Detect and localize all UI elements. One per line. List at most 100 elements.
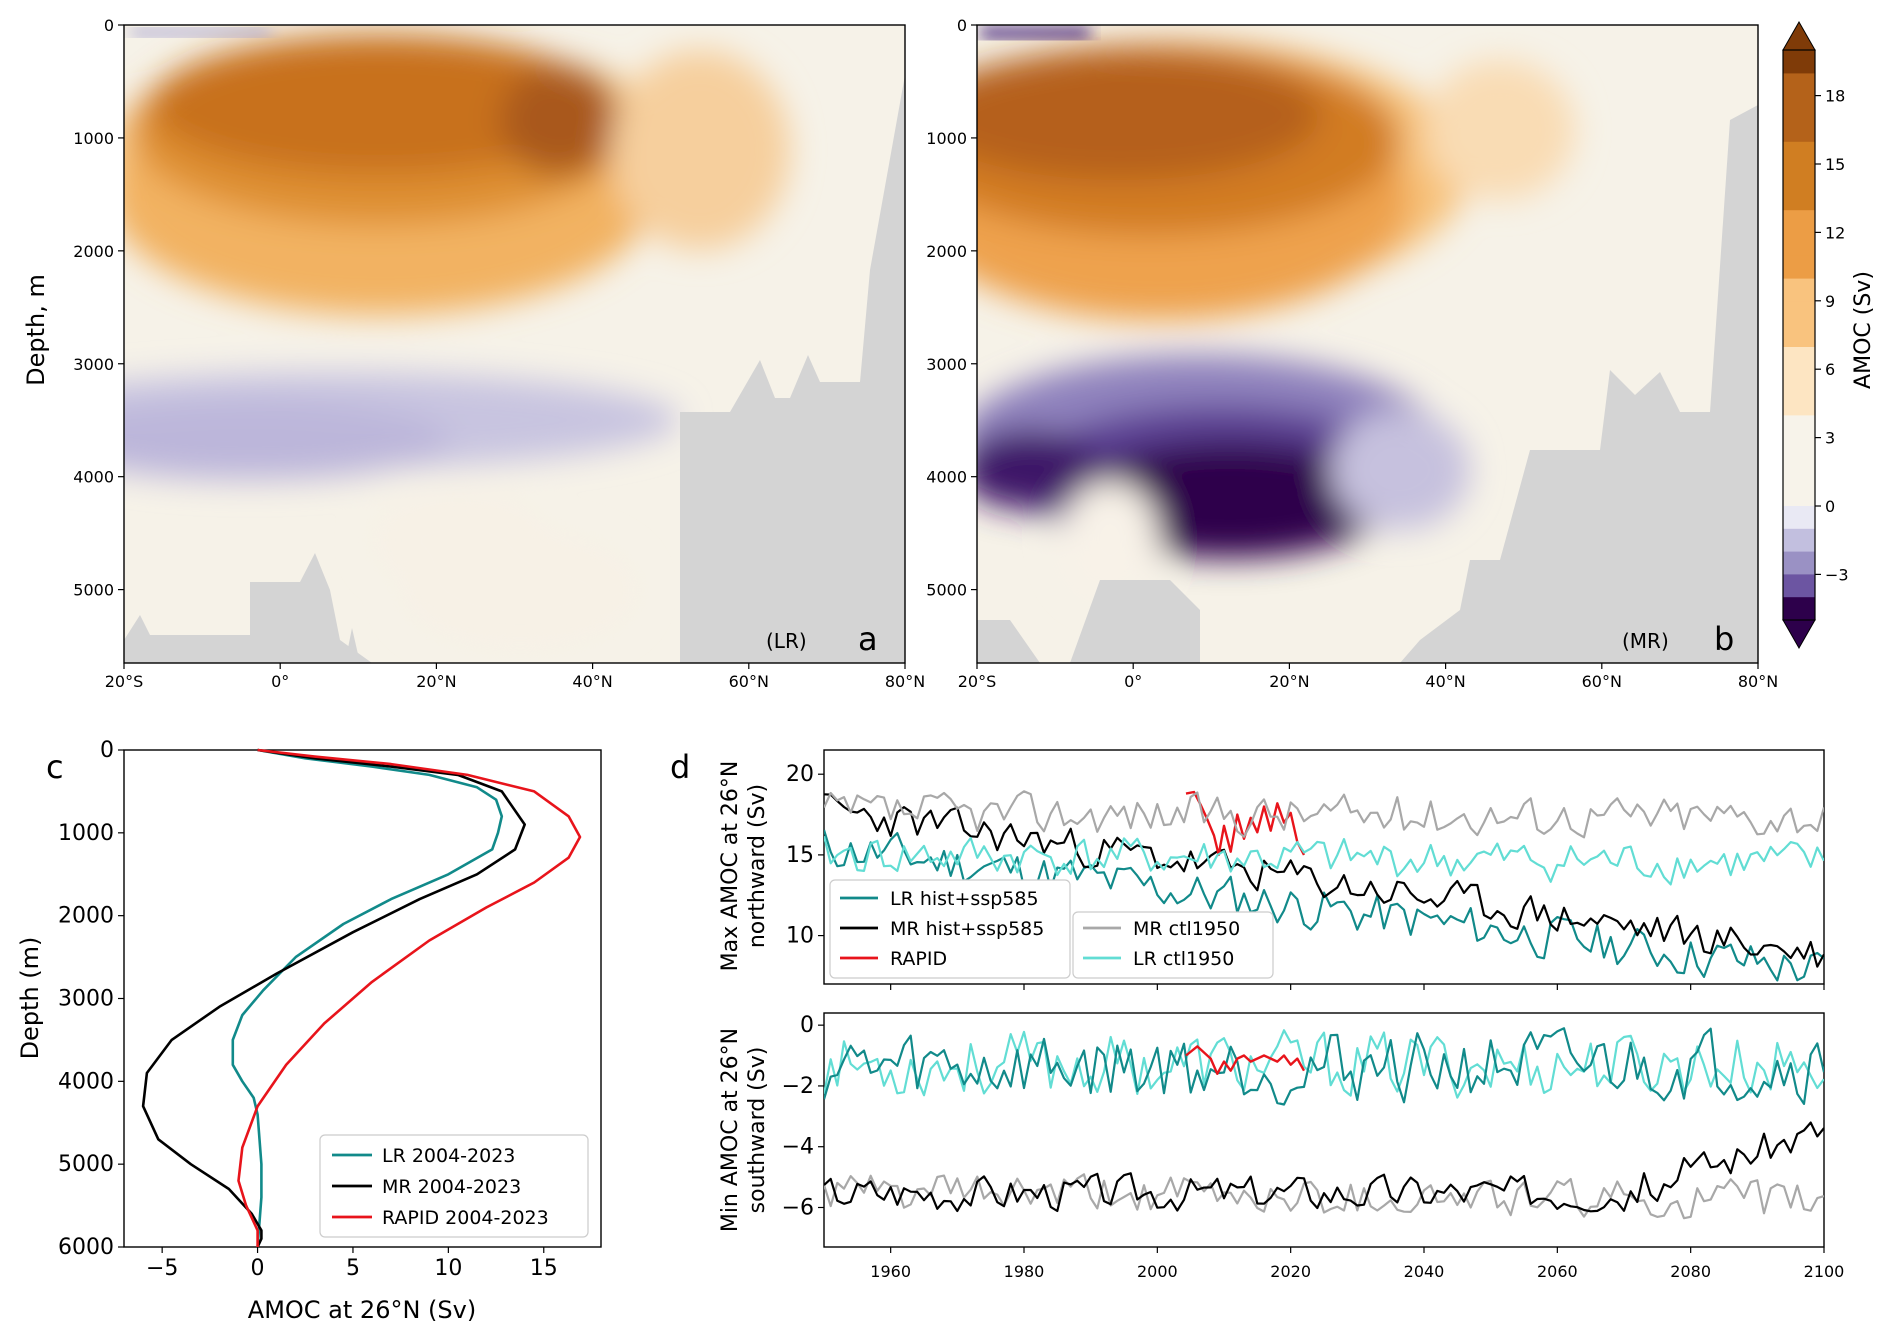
panel-d-top-series-line — [824, 835, 1824, 886]
panel-b-xtick-label: 20°S — [958, 672, 997, 691]
panel-c-ytick-label: 4000 — [58, 1069, 114, 1094]
colorbar-segment — [1783, 141, 1815, 165]
panel-a-tag: (LR) — [766, 629, 807, 653]
panel-d-xtick-label: 1980 — [1004, 1262, 1045, 1281]
panel-d-top-series-line — [824, 790, 1824, 839]
panel-d-bottom-series-line — [824, 1029, 1824, 1099]
panel-b-ytick-label: 1000 — [926, 129, 967, 148]
colorbar-segment — [1783, 392, 1815, 416]
panel-a-xtick-label: 60°N — [729, 672, 769, 691]
panel-c-ytick-label: 2000 — [58, 904, 114, 929]
panel-a-xtick-label: 40°N — [572, 672, 612, 691]
panel-d-top-ytick-label: 20 — [786, 762, 814, 787]
colorbar-segment — [1783, 597, 1815, 621]
panel-c-ytick-label: 3000 — [58, 987, 114, 1012]
panel-b-xtick-label: 0° — [1124, 672, 1142, 691]
panel-d-top-ytick-label: 10 — [786, 924, 814, 949]
panel-c-ylabel: Depth (m) — [16, 937, 44, 1060]
panel-d-bottom-series-line — [824, 1173, 1824, 1220]
panel-d-top-yticks: 10 15 20 — [786, 762, 824, 949]
panel-a-ytick-label: 4000 — [73, 468, 114, 487]
panel-c-ytick-label: 1000 — [58, 821, 114, 846]
colorbar-segment — [1783, 95, 1815, 119]
panel-c-xtick-label: 15 — [530, 1256, 558, 1281]
panel-d-xtick-label: 2040 — [1404, 1262, 1445, 1281]
colorbar-segment — [1783, 50, 1815, 74]
panel-a-ytick-label: 2000 — [73, 242, 114, 261]
colorbar-extend-bottom — [1782, 619, 1816, 650]
panel-d-top-series-line — [824, 793, 1824, 968]
panel-d-bottom-series-line — [824, 1121, 1824, 1213]
panel-a-yticks: 0 1000 2000 3000 4000 5000 — [73, 16, 124, 600]
panel-c-series-line — [141, 748, 526, 1248]
panel-c-ytick-label: 0 — [100, 738, 114, 763]
panel-d-xtick-label: 2060 — [1537, 1262, 1578, 1281]
panel-d-bottom-ytick-label: −6 — [782, 1195, 814, 1220]
colorbar-segment — [1783, 186, 1815, 211]
panel-a-xtick-label: 80°N — [885, 672, 925, 691]
panel-a-ytick-label: 5000 — [73, 581, 114, 600]
panel-d-xtick-label: 2080 — [1670, 1262, 1711, 1281]
panel-d-top-series-line — [824, 829, 1824, 982]
panel-d-legend-label: RAPID — [890, 948, 947, 970]
panel-d-xtick-label: 1960 — [870, 1262, 911, 1281]
colorbar-tick-label: 6 — [1825, 360, 1835, 379]
panel-b-ytick-label: 3000 — [926, 355, 967, 374]
panel-a-xtick-label: 20°N — [416, 672, 456, 691]
panel-b-xtick-label: 20°N — [1269, 672, 1309, 691]
panel-d-bottom-series-line — [824, 1027, 1824, 1106]
panel-b-xticks: 20°S 0° 20°N 40°N 60°N 80°N — [958, 663, 1778, 691]
panel-d-top-series-line — [1185, 790, 1306, 857]
panel-c-xtick-label: 10 — [434, 1256, 462, 1281]
panel-d-bottom-lines — [824, 1027, 1824, 1220]
colorbar-label: AMOC (Sv) — [1851, 271, 1876, 389]
panel-d: d 10 15 20 0 −2 −4 −6 1960 1980 2000 2020 2040 206… — [670, 748, 1844, 1281]
panel-d-bottom-axes — [823, 1012, 1825, 1248]
panel-b-ytick-label: 4000 — [926, 468, 967, 487]
colorbar-tick-label: 3 — [1825, 429, 1835, 448]
panel-d-top-lines — [824, 790, 1824, 982]
panel-c-series-line — [231, 748, 504, 1248]
panel-d-bottom-yticks: 0 −2 −4 −6 — [782, 1013, 824, 1220]
colorbar-tick-label: 0 — [1825, 497, 1835, 516]
panel-c-xticks: −5 0 5 10 15 — [146, 1247, 558, 1281]
panel-a-ylabel: Depth, m — [22, 274, 50, 386]
colorbar-tick-label: 18 — [1825, 87, 1845, 106]
colorbar: 18 15 12 9 6 3 0 −3 — [1782, 20, 1849, 650]
colorbar-segment — [1783, 460, 1815, 484]
panel-a-ytick-label: 1000 — [73, 129, 114, 148]
panel-d-top-ylabel: Max AMOC at 26°N — [718, 761, 743, 972]
panel-d-legend-box — [829, 879, 1071, 979]
colorbar-segment — [1783, 255, 1815, 279]
panel-b-ytick-label: 5000 — [926, 581, 967, 600]
panel-d-legend-label: MR ctl1950 — [1133, 918, 1240, 940]
panel-b-letter: b — [1714, 620, 1734, 658]
colorbar-segment — [1783, 528, 1815, 553]
colorbar-segment — [1783, 369, 1815, 393]
panel-c-legend-label: RAPID 2004-2023 — [382, 1207, 549, 1229]
panel-c-xtick-label: 5 — [346, 1256, 360, 1281]
panel-a-xtick-label: 0° — [271, 672, 289, 691]
colorbar-segment — [1783, 483, 1815, 507]
colorbar-segment — [1783, 323, 1815, 347]
panel-a-ytick-label: 0 — [104, 16, 114, 35]
panel-b: 0 1000 2000 3000 4000 5000 20°S 0° 20°N 40°N 60°N… — [926, 16, 1778, 691]
panel-b-xtick-label: 60°N — [1582, 672, 1622, 691]
panel-d-xtick-label: 2000 — [1137, 1262, 1178, 1281]
panel-b-xtick-label: 40°N — [1425, 672, 1465, 691]
colorbar-segment — [1783, 506, 1815, 530]
colorbar-tick-label: 12 — [1825, 223, 1845, 242]
panel-d-bottom-ylabel: Min AMOC at 26°N — [718, 1028, 743, 1232]
panel-d-bottom-ytick-label: −4 — [782, 1135, 814, 1160]
colorbar-segment — [1783, 574, 1815, 598]
panel-b-xtick-label: 80°N — [1738, 672, 1778, 691]
panel-a-xticks: 20°S 0° 20°N 40°N 60°N 80°N — [105, 663, 925, 691]
panel-a: 0 1000 2000 3000 4000 5000 20°S 0° 20°N 40°N 60°N… — [22, 16, 925, 691]
panel-c: 0 1000 2000 3000 4000 5000 6000 −5 0 5 10 15 c Dep… — [16, 738, 602, 1324]
colorbar-segment — [1783, 118, 1815, 142]
panel-b-ytick-label: 0 — [957, 16, 967, 35]
colorbar-segment — [1783, 209, 1815, 233]
colorbar-segment — [1783, 164, 1815, 188]
panel-c-lines — [141, 748, 582, 1248]
